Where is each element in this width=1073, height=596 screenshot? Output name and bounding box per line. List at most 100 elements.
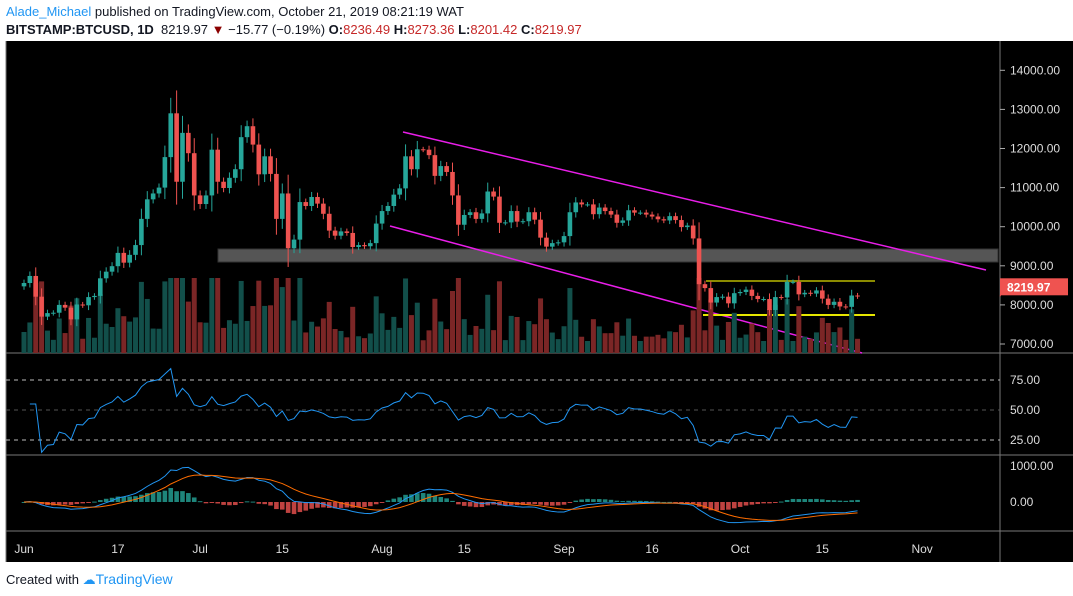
candle [461,214,467,225]
close-label: C: [520,22,535,37]
volume-bar [438,321,444,353]
volume-bar [761,341,767,353]
volume-bar [526,321,532,353]
price-tick-label: 9000.00 [1010,259,1054,273]
candle [585,204,590,206]
volume-bar [44,330,50,353]
candle [456,195,461,225]
candle [291,239,297,249]
candle [767,299,772,310]
volume-bar [68,305,74,353]
macd-histogram-bar [162,490,168,502]
candle [731,293,737,304]
open-label: O: [328,22,344,37]
volume-bar [62,333,68,353]
candle [520,221,526,223]
support-zone [217,248,999,263]
macd-histogram-bar [391,498,397,502]
candle [144,199,150,219]
volume-bar [585,341,591,353]
volume-bar [326,301,332,353]
volume-bar [256,280,262,353]
candle [720,296,725,298]
volume-bar [426,330,432,353]
volume-bar [567,288,573,353]
macd-histogram-bar [21,502,27,503]
macd-histogram-bar [555,502,561,506]
close-value: 8219.97 [534,22,582,37]
macd-histogram-bar [39,502,44,505]
candle [321,203,326,214]
volume-bar [50,339,56,353]
volume-bar [608,333,614,353]
volume-bar [109,326,115,353]
candle [685,225,690,228]
macd-histogram-bar [297,502,303,513]
candle [238,137,244,170]
volume-bar [502,340,508,353]
volume-bar [320,318,326,353]
macd-histogram-bar [438,496,444,502]
candle [162,157,168,188]
candle [338,231,344,236]
rsi-tick-label: 50.00 [1010,403,1040,417]
down-arrow-icon: ▼ [211,22,225,37]
candle [708,288,714,303]
macd-histogram-bar [550,502,555,506]
volume-bar [737,337,743,353]
macd-histogram-bar [808,499,813,502]
macd-histogram-bar [837,500,843,502]
candle [761,299,766,301]
macd-histogram-bar [491,502,496,505]
rsi-line [29,367,858,454]
volume-bar [144,298,150,353]
macd-histogram-bar [291,502,297,515]
volume-bar [479,328,485,353]
volume-bar [725,321,731,353]
macd-histogram-bar [62,502,68,505]
macd-histogram-bar [127,496,132,502]
macd-histogram-bar [761,502,766,504]
candle [279,193,285,219]
macd-histogram-bar [579,499,584,502]
volume-bar [138,281,144,353]
macd-histogram-bar [720,502,725,511]
macd-histogram-bar [80,502,85,504]
open-value: 8236.49 [343,22,391,37]
volume-bar [203,322,209,353]
candle [485,191,491,214]
candle [414,149,420,170]
candle [426,149,432,156]
macd-histogram-bar [461,502,467,506]
candle [315,196,320,204]
macd-histogram-bar [473,502,479,508]
volume-bar [855,338,861,353]
macd-histogram-bar [696,502,702,507]
candle [115,252,121,267]
tradingview-link[interactable]: TradingView [95,571,173,587]
author-link[interactable]: Alade_Michael [6,4,92,19]
macd-histogram-bar [450,500,455,502]
candle [808,292,813,294]
macd-histogram-bar [567,502,573,503]
candle [796,281,802,295]
candle [103,271,109,279]
candle [843,306,849,308]
macd-histogram-bar [268,502,273,506]
macd-histogram-bar [191,497,197,502]
macd-histogram-bar [150,492,156,502]
chart-area[interactable]: 14000.00 13000.00 12000.00 11000.00 10000.00… [0,41,1073,562]
volume-bar [420,340,426,353]
volume-bar [121,316,127,353]
candle [150,193,156,200]
volume-bar [373,296,379,353]
candle [326,213,332,231]
volume-bar [291,320,297,353]
candle [497,196,502,223]
macd-histogram-bar [303,502,309,511]
macd-histogram-bar [356,502,361,508]
macd-histogram-bar [831,500,837,502]
macd-histogram-bar [790,498,796,502]
candle [92,295,97,298]
candle [643,212,649,215]
